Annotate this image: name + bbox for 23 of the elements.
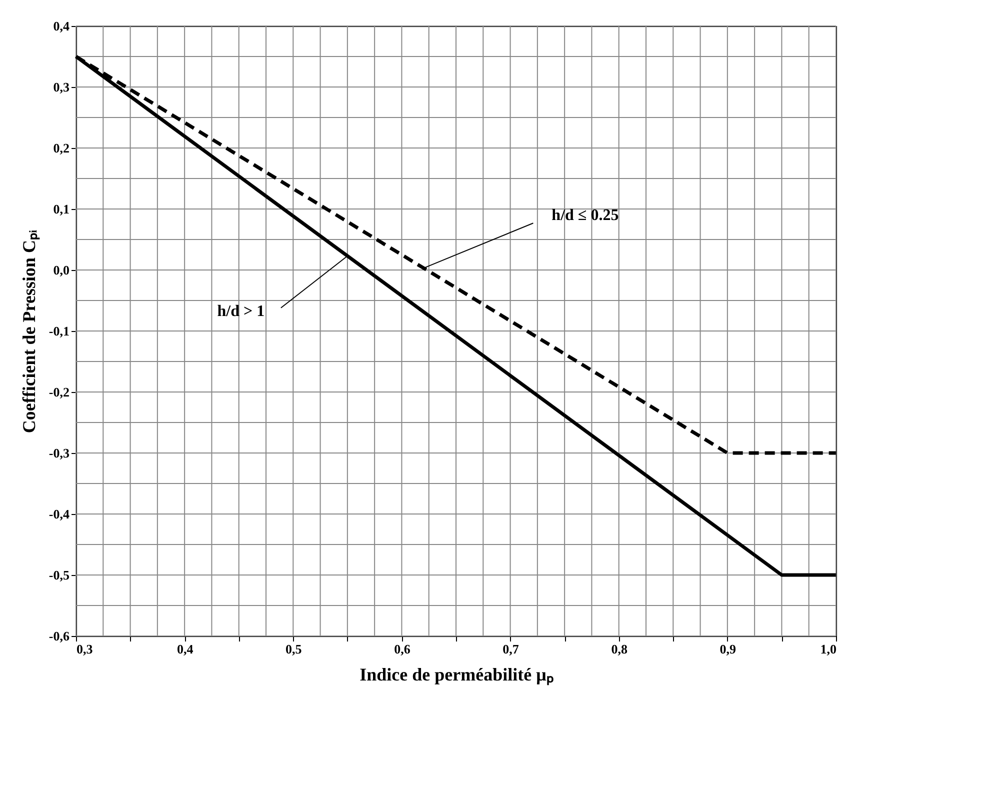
x-tick-label: 0,8: [611, 642, 628, 656]
x-tick-label: 0,3: [76, 642, 94, 656]
x-axis-title: Indice de perméabilité μₚ: [360, 664, 554, 686]
y-tick-label: -0,5: [48, 568, 70, 582]
x-tick-label: 0,6: [394, 642, 411, 656]
y-axis-title: Coefficient de Pression Cₚᵢ: [18, 230, 40, 434]
x-tick-label: 0,5: [286, 642, 302, 656]
x-tick-label: 1,0: [820, 642, 836, 656]
x-tick-label: 0,7: [502, 642, 520, 656]
y-tick-label: 0,1: [53, 202, 70, 216]
y-tick-label: -0,3: [48, 446, 70, 460]
y-tick-label: -0,2: [48, 384, 70, 400]
y-tick-label: -0,1: [48, 324, 70, 338]
x-tick-label: 0,4: [176, 642, 194, 656]
x-tick-label: 0,9: [720, 642, 737, 656]
annotation: h/d ≤ 0.25: [552, 207, 619, 224]
y-tick-label: 0,4: [53, 18, 70, 34]
annotation: h/d > 1: [217, 302, 265, 320]
y-tick-label: -0,4: [48, 506, 70, 522]
y-tick-label: 0,0: [53, 262, 70, 278]
y-tick-label: 0,3: [53, 80, 70, 94]
y-tick-label: -0,6: [48, 628, 70, 644]
y-tick-label: 0,2: [53, 140, 70, 156]
